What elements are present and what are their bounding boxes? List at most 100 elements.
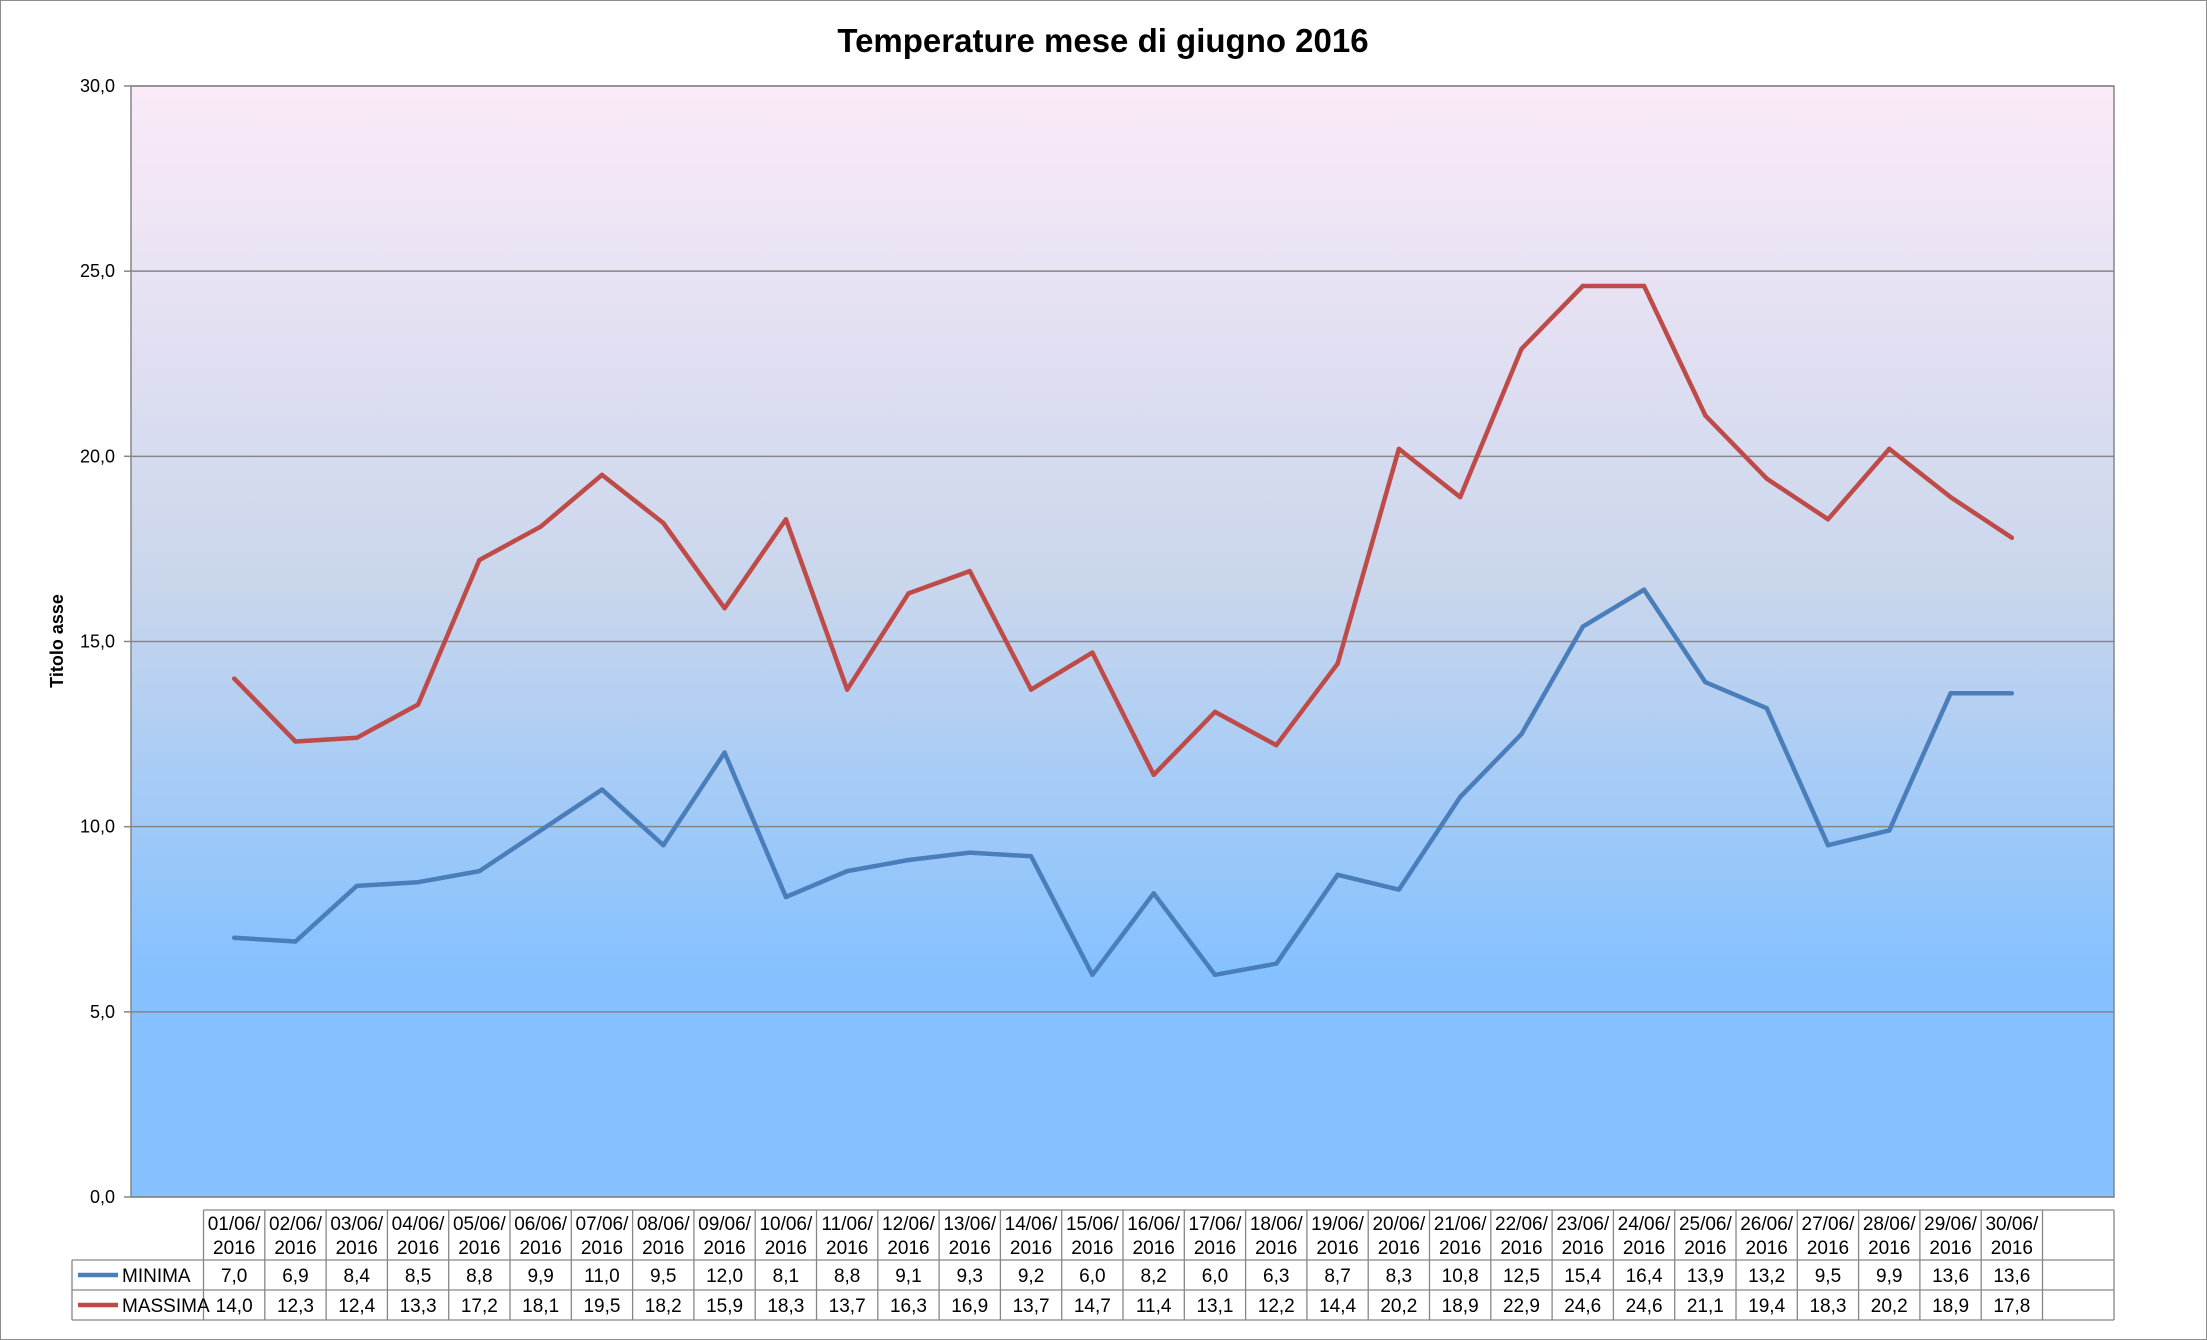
legend-label-minima: MINIMA — [122, 1266, 191, 1287]
data-label-massima: 20,2 — [1380, 1296, 1417, 1317]
data-point-massima — [722, 605, 727, 611]
data-label-minima: 6,9 — [282, 1266, 308, 1287]
data-label-minima: 13,6 — [1993, 1266, 2030, 1287]
data-point-massima — [1396, 446, 1402, 452]
data-label-minima: 9,3 — [957, 1266, 983, 1287]
data-point-massima — [1335, 661, 1340, 666]
data-label-massima: 19,5 — [583, 1296, 620, 1317]
data-label-massima: 12,2 — [1258, 1296, 1295, 1317]
data-point-minima — [354, 883, 359, 889]
data-label-minima: 9,9 — [527, 1266, 553, 1287]
data-label-minima: 9,5 — [1815, 1266, 1841, 1287]
data-point-minima — [1151, 891, 1156, 896]
x-category-label: 2016 — [1255, 1238, 1297, 1259]
data-point-minima — [1457, 794, 1463, 800]
x-category-label: 2016 — [1562, 1238, 1604, 1259]
data-point-massima — [1641, 283, 1647, 289]
data-point-minima — [844, 868, 850, 874]
data-point-massima — [661, 520, 666, 526]
data-point-minima — [906, 857, 911, 863]
data-label-minima: 16,4 — [1626, 1266, 1663, 1287]
data-point-minima — [1641, 587, 1647, 592]
y-tick-label: 15,0 — [80, 632, 115, 652]
x-category-label: 08/06/ — [637, 1214, 691, 1235]
x-category-label: 01/06/ — [208, 1214, 262, 1235]
data-label-massima: 19,4 — [1748, 1296, 1785, 1317]
x-category-label: 2016 — [1378, 1238, 1420, 1259]
data-point-minima — [1764, 705, 1769, 711]
x-category-label: 05/06/ — [453, 1214, 507, 1235]
data-label-massima: 12,4 — [338, 1296, 375, 1317]
y-tick-label: 5,0 — [90, 1002, 115, 1022]
x-category-label: 13/06/ — [943, 1214, 997, 1235]
data-label-massima: 13,3 — [400, 1296, 437, 1317]
x-category-label: 15/06/ — [1066, 1214, 1120, 1235]
data-point-massima — [906, 591, 911, 596]
data-label-minima: 9,9 — [1876, 1266, 1902, 1287]
plot-border — [130, 85, 2115, 1198]
x-category-label: 2016 — [1133, 1238, 1175, 1259]
data-point-minima — [1212, 972, 1218, 977]
data-point-minima — [783, 894, 789, 900]
x-category-label: 27/06/ — [1802, 1214, 1856, 1235]
data-label-massima: 11,4 — [1136, 1296, 1172, 1317]
data-point-minima — [415, 880, 421, 885]
data-label-minima: 8,8 — [466, 1266, 492, 1287]
data-point-minima — [1274, 961, 1279, 966]
x-category-label: 2016 — [397, 1238, 439, 1259]
x-category-label: 06/06/ — [514, 1214, 568, 1235]
data-label-massima: 18,9 — [1442, 1296, 1479, 1317]
data-point-minima — [967, 850, 972, 855]
y-tick-label: 20,0 — [80, 446, 115, 466]
x-category-label: 03/06/ — [330, 1214, 384, 1235]
data-label-massima: 16,3 — [890, 1296, 927, 1317]
x-category-label: 2016 — [1746, 1238, 1788, 1259]
gridlines — [124, 85, 2115, 1198]
series-line-massima — [232, 283, 2014, 778]
data-label-minima: 12,0 — [706, 1266, 743, 1287]
x-category-label: 2016 — [1684, 1238, 1726, 1259]
data-label-minima: 10,8 — [1442, 1266, 1479, 1287]
y-axis-ticks: 0,0 5,0 10,0 15,0 20,0 25,0 30,0 — [80, 76, 115, 1207]
x-category-label: 02/06/ — [269, 1214, 323, 1235]
data-label-massima: 13,7 — [1013, 1296, 1050, 1317]
x-category-label: 2016 — [1071, 1238, 1113, 1259]
data-label-massima: 13,7 — [829, 1296, 866, 1317]
legend-label-massima: MASSIMA — [122, 1296, 210, 1317]
data-label-minima: 7,0 — [221, 1266, 247, 1287]
series-lines — [231, 283, 2015, 978]
data-point-minima — [231, 935, 237, 940]
data-point-minima — [1825, 842, 1831, 848]
x-category-label: 25/06/ — [1679, 1214, 1733, 1235]
chart-title: Temperature mese di giugno 2016 — [837, 22, 1368, 59]
data-label-massima: 16,9 — [951, 1296, 988, 1317]
data-point-minima — [1703, 680, 1708, 685]
data-point-massima — [1948, 494, 1953, 500]
data-point-massima — [293, 739, 298, 744]
data-point-massima — [1212, 709, 1218, 715]
data-label-minima: 13,9 — [1687, 1266, 1724, 1287]
data-label-minima: 8,2 — [1140, 1266, 1166, 1287]
series-line-minima — [234, 587, 2012, 978]
x-category-label: 11/06/ — [821, 1214, 873, 1235]
x-category-label: 10/06/ — [759, 1214, 813, 1235]
data-point-minima — [1887, 828, 1892, 833]
data-point-minima — [1948, 691, 1953, 696]
data-point-massima — [415, 702, 421, 707]
data-point-minima — [477, 868, 482, 874]
y-tick-label: 25,0 — [80, 261, 115, 281]
data-label-minima: 8,7 — [1324, 1266, 1350, 1287]
data-label-massima: 18,3 — [767, 1296, 804, 1317]
x-category-label: 21/06/ — [1434, 1214, 1488, 1235]
data-label-minima: 6,0 — [1079, 1266, 1105, 1287]
data-label-massima: 18,1 — [522, 1296, 559, 1317]
data-point-massima — [967, 568, 972, 574]
data-point-minima — [293, 939, 298, 944]
data-point-massima — [1090, 650, 1095, 655]
data-point-massima — [477, 557, 482, 563]
data-point-massima — [538, 524, 543, 529]
data-label-massima: 18,2 — [645, 1296, 682, 1317]
data-point-massima — [2009, 535, 2015, 541]
data-point-massima — [1028, 687, 1034, 692]
